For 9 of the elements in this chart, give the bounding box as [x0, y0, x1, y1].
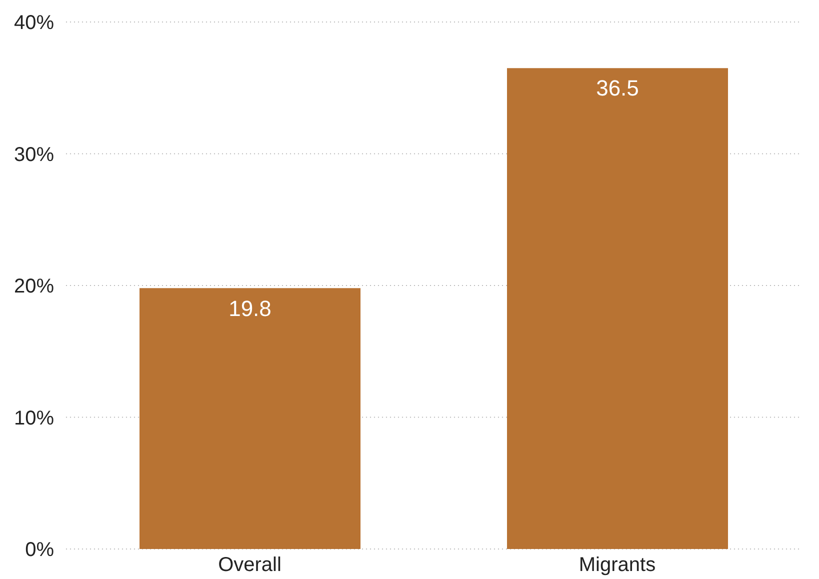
y-tick-label: 0% — [25, 539, 54, 562]
y-tick-label: 10% — [14, 407, 54, 430]
y-tick-label: 20% — [14, 276, 54, 298]
x-tick-label: Overall — [218, 554, 282, 576]
data-label: 19.8 — [228, 296, 272, 321]
x-tick-label: Migrants — [578, 554, 656, 576]
y-tick-label: 40% — [14, 12, 54, 34]
data-label: 36.5 — [596, 76, 639, 101]
y-tick-label: 30% — [14, 144, 54, 166]
